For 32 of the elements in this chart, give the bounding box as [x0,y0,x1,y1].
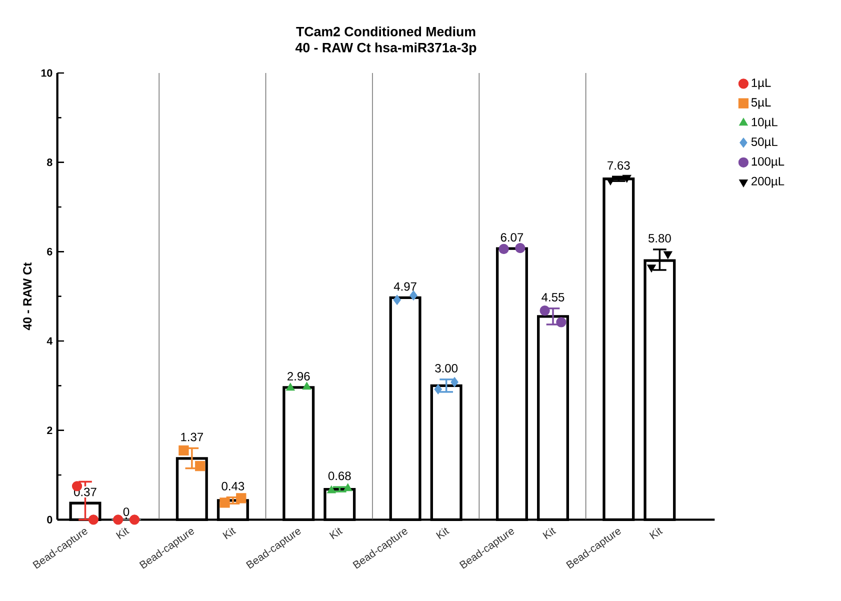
legend-label: 1µL [752,78,771,90]
data-label: 7.63 [608,161,630,170]
data-label: 6.07 [500,233,524,242]
y-tick-label: 10 [41,69,52,77]
legend-label: 100µL [752,157,784,168]
x-tick-label: Kit [222,528,236,540]
data-label: 0.43 [222,482,244,490]
legend-label: 5µL [751,98,771,109]
x-tick-label: Kit [649,528,663,540]
chart-subtitle: 40 - RAW Ct hsa-miR371a-3p [295,42,476,55]
x-tick-label: Kit [542,528,556,540]
data-label: 0.68 [328,472,351,480]
chart-title: TCam2 Conditioned Medium [296,26,476,36]
legend-label: 200µL [752,176,784,188]
data-label: 4.55 [542,293,564,302]
data-label: 5.80 [648,234,671,243]
data-label: 0 [123,508,130,516]
x-tick-label: Kit [116,528,130,540]
data-label: 3.00 [435,364,458,372]
y-tick-label: 0 [47,516,52,524]
y-axis-title: 40 - RAW Ct [23,262,32,330]
data-label: 4.97 [394,282,416,291]
y-tick-label: 4 [46,337,53,345]
legend-label: 50µL [751,137,778,148]
legend-label: 10µL [752,118,778,129]
data-label: 2.96 [288,372,310,381]
y-tick-label: 2 [47,426,52,434]
data-label: 1.37 [181,432,203,442]
y-tick-label: 6 [47,248,52,256]
x-tick-label: Kit [329,528,343,540]
y-tick-label: 8 [47,158,52,166]
x-tick-label: Kit [436,528,450,540]
